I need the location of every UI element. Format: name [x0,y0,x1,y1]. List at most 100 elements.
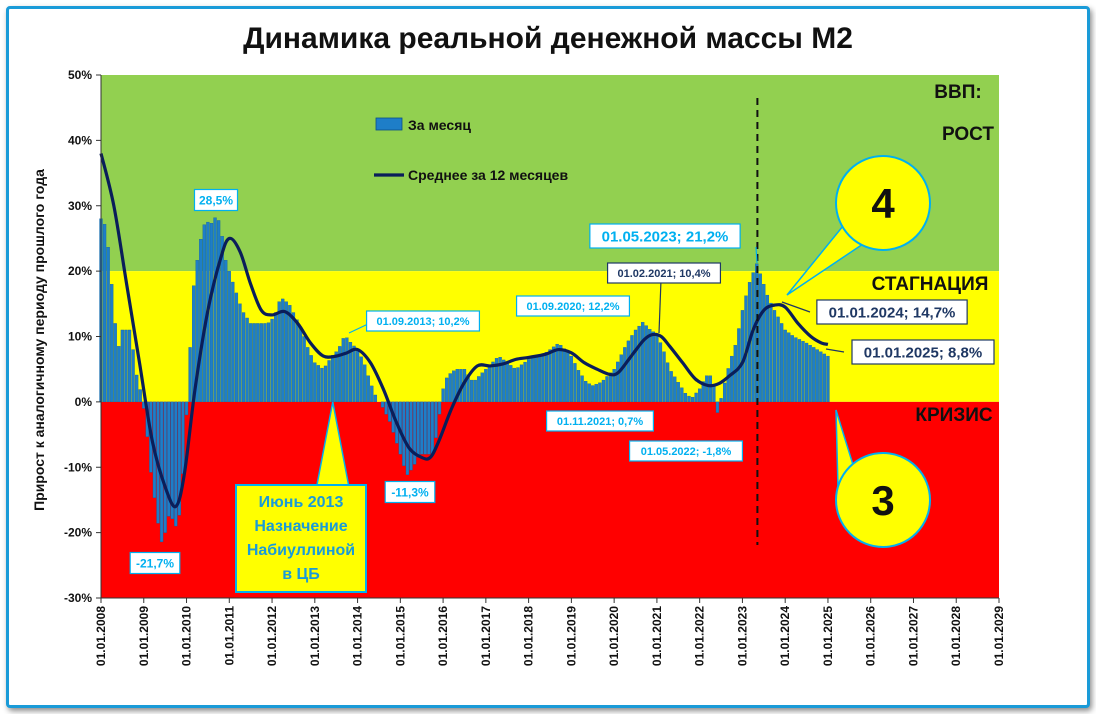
monthly-bar [355,349,360,403]
monthly-bar [822,353,827,403]
monthly-bar [227,270,231,403]
monthly-bar [370,385,374,403]
monthly-bar [469,379,474,403]
y-tick-label: 10% [68,330,92,344]
monthly-bar [348,342,353,403]
monthly-bar [576,370,581,403]
monthly-bar [608,372,613,403]
monthly-bar [266,322,271,403]
monthly-bar [202,224,206,403]
monthly-bar [487,365,492,403]
monthly-bar [769,302,773,403]
monthly-bar [505,362,509,403]
monthly-bar [416,401,420,458]
monthly-bar [199,239,203,403]
monthly-bar [698,388,702,403]
monthly-bar [359,356,363,403]
monthly-bar [288,305,292,403]
monthly-bar [434,401,438,438]
y-tick-label: 0% [75,395,93,409]
monthly-bar [598,382,602,403]
x-tick-label: 01.01.2022 [693,606,707,666]
annotation-label: 01.02.2021; 10,4% [618,268,711,280]
monthly-bar [580,375,584,403]
monthly-bar [594,384,598,403]
callout-text-line: Набиуллиной [247,542,355,559]
monthly-bar [573,363,577,403]
monthly-bar [712,386,716,403]
annotation-box [129,551,181,575]
y-tick-label: 20% [68,264,92,278]
monthly-bar [117,346,121,403]
avg-12m-line [99,153,829,509]
monthly-bar [644,325,648,403]
monthly-bar [623,347,627,403]
monthly-bar [330,355,335,403]
callout-joint [318,487,348,490]
monthly-bar [120,329,125,403]
monthly-bar [220,236,224,403]
monthly-bar [633,329,638,403]
monthly-bar [591,385,595,403]
annotation-box [851,339,995,365]
monthly-bar [551,346,556,403]
monthly-bar [730,355,734,403]
monthly-bar [641,322,645,403]
x-tick-label: 01.01.2012 [265,606,279,666]
monthly-bar [284,301,288,403]
annotation-label: 28,5% [199,193,233,207]
monthly-bar [484,369,488,403]
monthly-bar [341,338,345,403]
annotation-leader [658,279,662,334]
y-tick-label: -30% [64,591,92,605]
y-tick-label: -10% [64,460,92,474]
monthly-bar [231,281,235,403]
callout-box [235,484,367,593]
chart-title: Динамика реальной денежной массы М2 [243,22,853,55]
monthly-bar [523,361,527,403]
annotation-box [606,262,722,284]
monthly-bar [826,355,830,403]
callout-text-line: Июнь 2013 [259,494,344,511]
annotation-box [365,310,481,332]
monthly-bar [338,346,342,403]
monthly-bar [783,329,787,403]
x-tick-label: 01.01.2016 [436,606,450,666]
monthly-bar [366,375,370,403]
monthly-bar [405,401,410,475]
monthly-bar [477,376,481,403]
monthly-bar [238,303,242,403]
x-tick-label: 01.01.2017 [479,606,493,666]
monthly-bar [637,325,641,403]
x-tick-label: 01.01.2019 [564,606,578,666]
monthly-bar [327,360,331,403]
monthly-bar [605,376,609,403]
monthly-bar [516,367,520,403]
x-tick-label: 01.01.2026 [864,606,878,666]
monthly-bar [537,355,541,403]
annotation-label: -11,3% [391,485,429,499]
monthly-bar [127,329,132,403]
annotation-label: 01.05.2022; -1,8% [641,446,732,458]
monthly-bar [794,337,798,403]
monthly-bar [320,367,324,403]
monthly-bar [665,362,670,403]
monthly-bar [452,370,456,403]
legend-bar-label: За месяц [408,117,471,133]
monthly-bar [534,355,538,403]
monthly-bar [302,336,306,403]
monthly-bar [427,401,431,455]
annotation-box [816,299,968,325]
annotation-label: 01.09.2020; 12,2% [527,301,620,313]
scenario-circle [835,155,931,251]
monthly-bar [705,375,709,403]
monthly-bar [295,319,299,403]
monthly-bar [473,379,477,403]
monthly-bar [758,273,762,403]
x-tick-label: 01.01.2027 [906,606,920,666]
monthly-bar [113,323,117,403]
monthly-bar [491,361,495,403]
legend-line-label: Среднее за 12 месяцев [408,167,568,183]
monthly-bar [174,401,178,527]
monthly-bar [776,316,780,403]
